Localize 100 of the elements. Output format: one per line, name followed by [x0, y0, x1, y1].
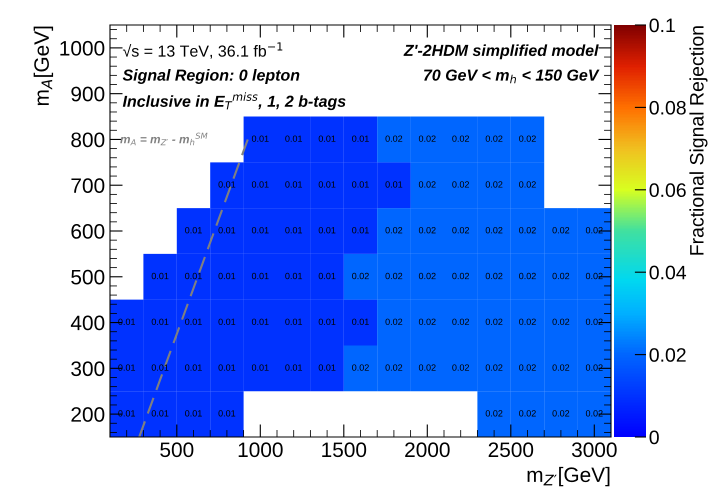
- color-bar-label: 0.02: [650, 348, 686, 362]
- data-label: 0.01: [218, 181, 236, 188]
- x-tick-label: 1000: [238, 442, 283, 458]
- data-label: 0.02: [385, 135, 402, 142]
- data-label: 0.01: [318, 272, 336, 280]
- data-label: 0.02: [519, 364, 536, 371]
- data-label: 0.01: [218, 364, 236, 371]
- data-label: 0.01: [318, 135, 336, 142]
- data-label: 0.01: [218, 410, 236, 417]
- data-label: 0.02: [385, 364, 402, 371]
- annotation: Z'-2HDM simplified model: [404, 44, 599, 60]
- data-label: 0.01: [318, 227, 336, 234]
- data-label: 0.01: [285, 364, 302, 371]
- data-label: 0.02: [486, 410, 502, 417]
- data-label: 0.02: [486, 272, 502, 280]
- data-label: 0.01: [218, 227, 236, 234]
- data-label: 0.01: [385, 181, 402, 188]
- x-tick-label: 2000: [405, 442, 450, 458]
- data-label: 0.02: [452, 227, 470, 234]
- data-label: 0.02: [552, 227, 570, 234]
- data-label: 0.02: [586, 364, 603, 371]
- data-label: 0.01: [185, 318, 202, 325]
- color-bar-label: 0.06: [650, 183, 686, 198]
- data-label: 0.02: [385, 272, 402, 280]
- data-label: 0.02: [486, 135, 502, 142]
- data-label: 0.01: [285, 135, 302, 142]
- data-label: 0.02: [519, 272, 536, 280]
- data-label: 0.02: [452, 181, 470, 188]
- annotation: Inclusive in E$_{T}$$^{miss}$, 1, 2 b-tags: [122, 92, 346, 110]
- data-label: 0.01: [352, 227, 369, 234]
- data-label: 0.01: [118, 364, 136, 371]
- color-bar-title: Fractional Signal Rejection: [689, 26, 708, 255]
- data-label: 0.01: [185, 272, 202, 280]
- data-label: 0.02: [519, 135, 536, 142]
- data-label: 0.01: [185, 227, 202, 234]
- data-label: 0.01: [118, 410, 136, 417]
- data-label: 0.02: [452, 318, 470, 325]
- y-tick-label: 800: [71, 132, 104, 148]
- data-label: 0.02: [486, 364, 502, 371]
- data-label: 0.01: [152, 272, 168, 280]
- data-label: 0.01: [352, 181, 369, 188]
- data-label: 0.02: [552, 272, 570, 280]
- data-label: 0.02: [418, 318, 436, 325]
- annotation: √s = 13 TeV, 36.1 fb$^{−1}$: [122, 42, 282, 59]
- y-tick-label: 400: [70, 316, 104, 330]
- data-label: 0.02: [519, 410, 536, 417]
- data-label: 0.02: [418, 135, 436, 142]
- data-label: 0.02: [519, 227, 536, 234]
- data-label: 0.01: [318, 181, 336, 188]
- data-label: 0.01: [252, 272, 269, 280]
- data-label: 0.02: [418, 364, 436, 371]
- data-label: 0.01: [285, 181, 302, 188]
- data-label: 0.02: [385, 227, 402, 234]
- data-label: 0.01: [152, 364, 168, 371]
- data-label: 0.01: [152, 410, 168, 417]
- data-label: 0.01: [352, 318, 369, 325]
- data-label: 0.02: [352, 364, 369, 371]
- data-label: 0.01: [218, 272, 236, 280]
- x-tick-label: 2500: [488, 442, 534, 458]
- data-label: 0.02: [586, 318, 603, 325]
- annotation: 70 GeV < m$_{h}$ < 150 GeV: [424, 69, 600, 84]
- data-label: 0.01: [285, 227, 302, 234]
- data-label: 0.02: [586, 410, 603, 417]
- data-label: 0.02: [452, 135, 470, 142]
- data-label: 0.01: [185, 364, 202, 371]
- data-label: 0.01: [252, 227, 269, 234]
- data-label: 0.01: [285, 272, 302, 280]
- data-label: 0.01: [218, 318, 236, 325]
- y-axis-title: m$_{A}$[GeV]: [34, 26, 54, 106]
- data-label: 0.02: [452, 364, 470, 371]
- y-tick-label: 300: [71, 361, 104, 376]
- data-label: 0.02: [352, 272, 369, 280]
- data-label: 0.01: [185, 410, 202, 417]
- x-tick-label: 3000: [572, 442, 617, 458]
- data-label: 0.02: [552, 364, 570, 371]
- data-label: 0.01: [318, 318, 336, 325]
- y-tick-label: 900: [71, 86, 104, 102]
- data-label: 0.02: [385, 318, 402, 325]
- data-label: 0.01: [152, 318, 168, 325]
- data-label: 0.01: [352, 135, 369, 142]
- data-label: 0.02: [452, 272, 470, 280]
- color-bar-label: 0.1: [650, 18, 675, 32]
- color-bar-label: 0.04: [650, 266, 686, 280]
- data-label: 0.02: [519, 181, 536, 188]
- data-label: 0.01: [318, 364, 336, 371]
- data-label: 0.01: [252, 135, 269, 142]
- x-tick-label: 1500: [322, 442, 366, 458]
- data-label: 0.01: [252, 181, 269, 188]
- y-tick-label: 500: [71, 270, 104, 285]
- data-label: 0.02: [552, 318, 570, 325]
- text: m$_{A}$ = m$_{Z′}$ - m$_{h}$$^{SM}$: [120, 132, 208, 146]
- data-label: 0.02: [418, 227, 436, 234]
- annotation: Signal Region: 0 lepton: [122, 69, 300, 84]
- data-label: 0.02: [552, 410, 570, 417]
- data-label: 0.02: [519, 318, 536, 325]
- y-tick-label: 600: [71, 224, 104, 239]
- color-bar-label: 0: [650, 430, 659, 444]
- data-label: 0.02: [586, 227, 603, 234]
- data-label: 0.01: [118, 318, 136, 325]
- data-label: 0.02: [486, 227, 502, 234]
